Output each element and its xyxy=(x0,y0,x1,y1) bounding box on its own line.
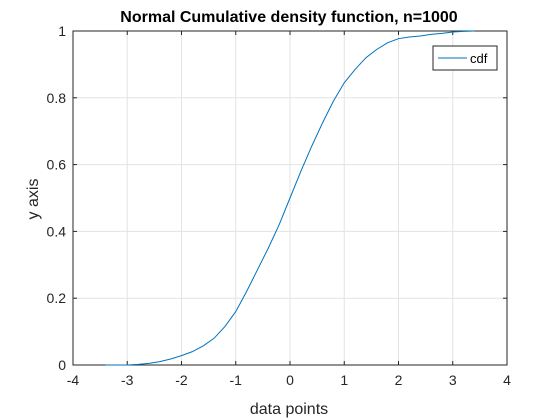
y-tick-label: 0.6 xyxy=(47,157,67,173)
legend: cdf xyxy=(432,45,498,71)
axes-layer: -4 -3 -2 -1 0 1 2 3 4 0 0.2 0.4 0.6 0.8 1 xyxy=(47,23,512,388)
y-tick-label: 0.8 xyxy=(47,90,67,106)
y-tick-label: 0.4 xyxy=(47,223,67,239)
x-tick-label: -1 xyxy=(230,372,243,388)
x-tick-label: 4 xyxy=(503,372,511,388)
x-tick-label: -4 xyxy=(67,372,80,388)
y-tick-label: 0 xyxy=(58,357,66,373)
x-tick-label: 2 xyxy=(395,372,403,388)
x-axis-label: data points xyxy=(250,401,328,418)
x-tick-label: 3 xyxy=(449,372,457,388)
legend-entry-label: cdf xyxy=(470,51,488,66)
series-line-cdf xyxy=(105,30,475,366)
x-tick-label: 1 xyxy=(340,372,348,388)
y-axis-label: y axis xyxy=(25,179,42,220)
x-tick-label: -3 xyxy=(121,372,134,388)
y-tick-label: 0.2 xyxy=(47,290,67,306)
x-tick-label: 0 xyxy=(286,372,294,388)
chart-title: Normal Cumulative density function, n=10… xyxy=(120,9,458,26)
series-layer xyxy=(105,30,475,366)
y-tick-label: 1 xyxy=(58,23,66,39)
x-tick-label: -2 xyxy=(175,372,188,388)
